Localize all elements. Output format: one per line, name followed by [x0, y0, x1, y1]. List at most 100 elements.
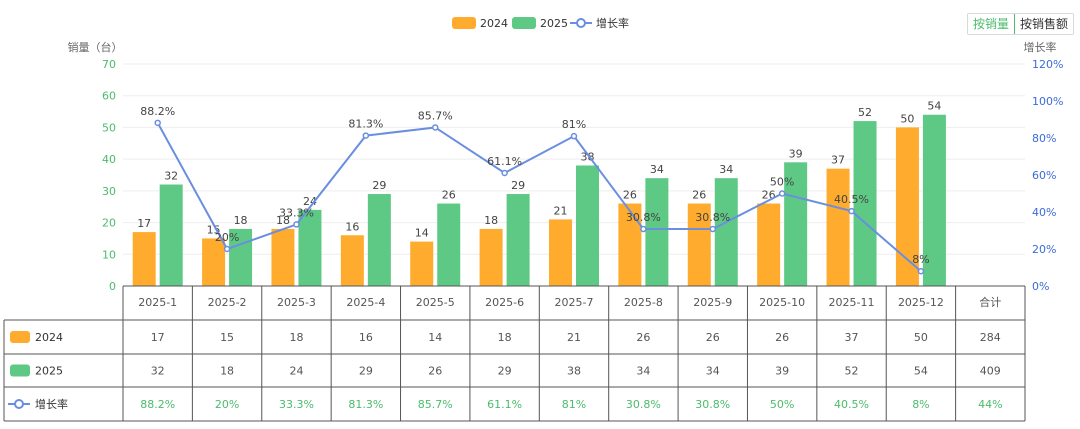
growth-rate-label: 81.3% [348, 118, 383, 131]
bar-value-label-2024: 17 [137, 217, 151, 230]
table-cell: 54 [914, 365, 928, 378]
table-legend-swatch [10, 331, 30, 343]
bar-2025 [784, 162, 808, 286]
bar-2025 [298, 209, 322, 286]
toggle-by-amount-button[interactable]: 按销售额 [1014, 14, 1073, 34]
x-tick-label: 2025-5 [416, 296, 455, 309]
bar-value-label-2025: 26 [442, 189, 456, 202]
table-cell: 26 [428, 365, 442, 378]
bar-2025 [922, 114, 946, 286]
y-tick-label: 40 [102, 153, 116, 166]
bar-value-label-2024: 26 [692, 189, 706, 202]
table-row-label: 增长率 [35, 397, 68, 411]
table-cell: 26 [775, 331, 789, 344]
bar-2024 [687, 203, 711, 286]
table-legend-marker [14, 399, 24, 409]
toggle-by-quantity-button[interactable]: 按销量 [967, 14, 1015, 34]
table-cell: 29 [359, 365, 373, 378]
table-cell: 20% [215, 398, 239, 411]
growth-rate-label: 81% [562, 118, 586, 131]
table-cell: 52 [845, 365, 859, 378]
table-cell: 18 [220, 365, 234, 378]
y-axis-title: 销量（台） [68, 40, 123, 54]
table-cell: 34 [706, 365, 720, 378]
table-cell: 61.1% [487, 398, 522, 411]
growth-rate-point [709, 225, 717, 233]
table-total-cell: 409 [980, 365, 1001, 378]
y2-tick-label: 40% [1032, 206, 1056, 219]
x-tick-label: 2025-4 [346, 296, 385, 309]
bar-value-label-2024: 21 [554, 204, 568, 217]
table-cell: 37 [845, 331, 859, 344]
bar-2025 [367, 194, 391, 286]
bar-value-label-2025: 29 [511, 179, 525, 192]
table-cell: 21 [567, 331, 581, 344]
y2-tick-label: 120% [1032, 58, 1063, 71]
table-cell: 8% [912, 398, 929, 411]
bar-2024 [271, 228, 295, 286]
bar-2025 [506, 194, 530, 286]
bar-2025 [159, 184, 183, 286]
y-tick-label: 30 [102, 185, 116, 198]
table-cell: 17 [151, 331, 165, 344]
table-cell: 30.8% [695, 398, 730, 411]
table-cell: 14 [428, 331, 442, 344]
y2-axis-title: 增长率 [1024, 40, 1057, 54]
legend-swatch-2025 [512, 17, 536, 29]
table-cell: 30.8% [626, 398, 661, 411]
table-cell: 18 [289, 331, 303, 344]
table-cell: 81.3% [348, 398, 383, 411]
table-cell: 39 [775, 365, 789, 378]
growth-rate-point [154, 119, 161, 127]
bar-value-label-2024: 18 [484, 214, 498, 227]
growth-rate-label: 20% [215, 231, 239, 244]
table-cell: 24 [289, 365, 303, 378]
bar-value-label-2025: 34 [719, 163, 733, 176]
growth-rate-point [501, 169, 508, 177]
table-cell: 33.3% [279, 398, 314, 411]
growth-rate-point [431, 124, 439, 131]
table-legend-swatch [10, 364, 30, 377]
bar-2024 [340, 235, 364, 286]
growth-rate-label: 61.1% [487, 155, 522, 168]
bar-2024 [757, 203, 781, 286]
bar-value-label-2024: 26 [623, 189, 637, 202]
bar-value-label-2025: 54 [927, 100, 941, 113]
y2-tick-label: 20% [1032, 243, 1056, 256]
bar-2024 [895, 127, 919, 286]
bar-2024 [826, 168, 850, 286]
table-total-cell: 44% [978, 398, 1002, 411]
y-tick-label: 60 [102, 90, 116, 103]
table-cell: 88.2% [140, 398, 175, 411]
growth-rate-point [223, 245, 231, 253]
table-cell: 29 [498, 365, 512, 378]
bar-2024 [202, 238, 226, 286]
table-cell: 26 [636, 331, 650, 344]
y2-tick-label: 60% [1032, 169, 1056, 182]
bar-value-label-2024: 18 [276, 214, 290, 227]
growth-rate-label: 50% [770, 176, 794, 189]
legend-label: 增长率 [596, 16, 629, 30]
growth-rate-label: 30.8% [626, 211, 661, 224]
growth-rate-point [640, 225, 647, 233]
bar-value-label-2024: 14 [415, 227, 429, 240]
growth-rate-label: 40.5% [834, 193, 869, 206]
bar-value-label-2025: 24 [303, 195, 317, 208]
x-tick-label: 2025-8 [624, 296, 663, 309]
y-tick-label: 0 [109, 280, 116, 293]
y2-tick-label: 80% [1032, 132, 1056, 145]
growth-rate-point [848, 207, 855, 215]
x-tick-label: 2025-3 [277, 296, 316, 309]
bar-value-label-2025: 29 [372, 179, 386, 192]
table-cell: 50 [914, 331, 928, 344]
bar-value-label-2025: 52 [858, 106, 872, 119]
table-cell: 32 [151, 365, 165, 378]
x-tick-label: 2025-9 [693, 296, 732, 309]
bar-2025 [576, 165, 599, 286]
table-cell: 81% [562, 398, 586, 411]
bar-value-label-2025: 34 [650, 163, 664, 176]
bar-value-label-2025: 18 [234, 214, 248, 227]
growth-rate-label: 85.7% [418, 109, 453, 122]
growth-rate-point [917, 267, 925, 275]
